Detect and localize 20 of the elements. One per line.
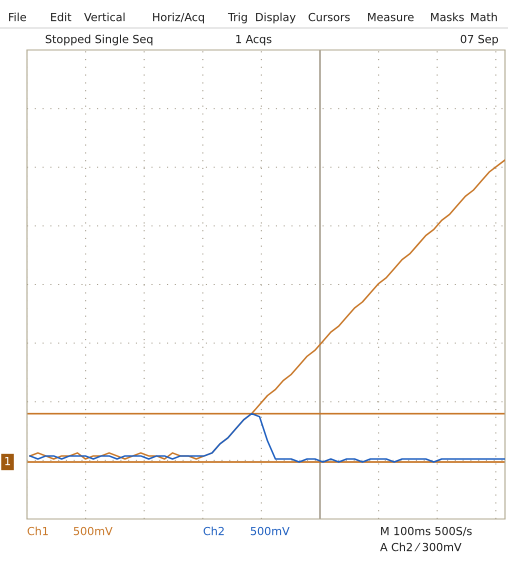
text: 1: [5, 456, 10, 466]
text: 500mV: [74, 526, 113, 536]
text: Ch2: [204, 526, 224, 536]
text: Measure: [368, 12, 414, 22]
text: Trig: [228, 12, 247, 24]
text: Vertical: [84, 12, 125, 22]
text: File: [9, 12, 26, 22]
text: Display: [256, 12, 296, 24]
text: Math: [471, 12, 497, 22]
text: Masks: [431, 12, 464, 22]
text: 07 Sep: [460, 34, 498, 46]
text: Horiz/Acq: [153, 12, 204, 24]
text: 1 Acqs: [236, 34, 272, 46]
text: Ch1: [28, 526, 48, 536]
text: Stopped Single Seq: [46, 34, 152, 46]
text: A Ch2 ⁄ 300mV: [380, 542, 462, 552]
text: M 100ms 500S/s: [381, 526, 472, 536]
text: Cursors: [308, 12, 350, 22]
text: Edit: [51, 12, 72, 22]
text: 500mV: [250, 526, 290, 536]
